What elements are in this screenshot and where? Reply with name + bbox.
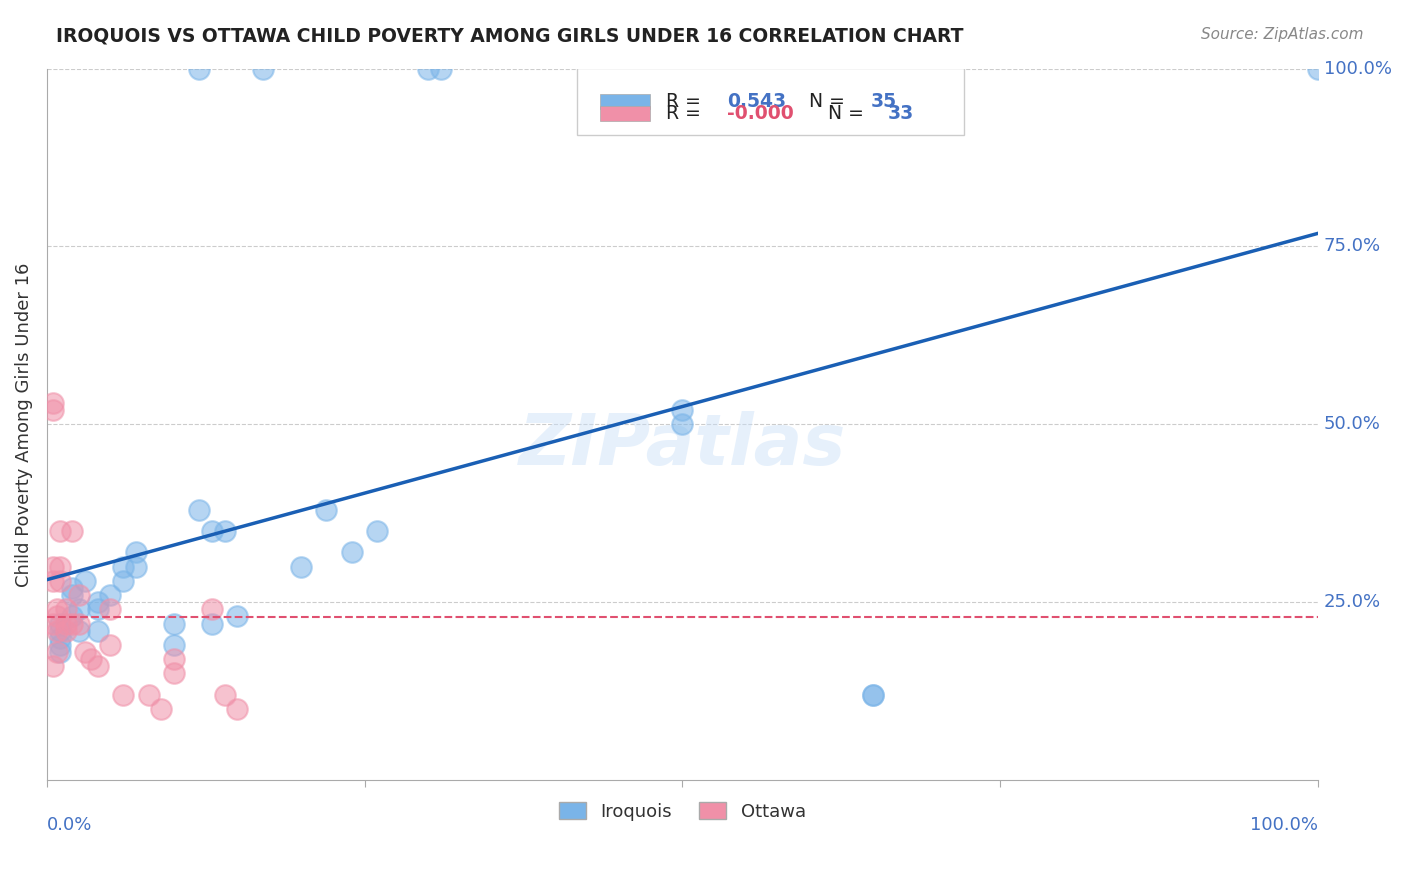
Point bbox=[42, 403, 65, 417]
Point bbox=[60, 524, 83, 538]
Point bbox=[73, 645, 96, 659]
Text: 50.0%: 50.0% bbox=[1324, 416, 1381, 434]
Point bbox=[80, 652, 103, 666]
Point bbox=[290, 559, 312, 574]
Text: 25.0%: 25.0% bbox=[1324, 593, 1381, 611]
Point bbox=[214, 524, 236, 538]
Point bbox=[48, 645, 70, 659]
Point bbox=[46, 645, 69, 659]
Point bbox=[226, 702, 249, 716]
Point bbox=[201, 602, 224, 616]
Point bbox=[48, 574, 70, 588]
Text: ZIPatlas: ZIPatlas bbox=[519, 411, 846, 480]
Point bbox=[42, 574, 65, 588]
Point bbox=[73, 574, 96, 588]
Point bbox=[201, 616, 224, 631]
Point bbox=[67, 588, 90, 602]
Point bbox=[42, 616, 65, 631]
Point bbox=[67, 602, 90, 616]
Legend: Iroquois, Ottawa: Iroquois, Ottawa bbox=[551, 796, 813, 828]
FancyBboxPatch shape bbox=[576, 68, 965, 136]
Point bbox=[86, 602, 108, 616]
Point bbox=[112, 688, 135, 702]
Point bbox=[42, 659, 65, 673]
Point bbox=[42, 559, 65, 574]
Point bbox=[42, 396, 65, 410]
Point bbox=[125, 545, 148, 559]
Point bbox=[366, 524, 388, 538]
Point bbox=[252, 62, 274, 76]
Point bbox=[671, 403, 693, 417]
Point bbox=[48, 524, 70, 538]
Point bbox=[60, 588, 83, 602]
Point bbox=[862, 688, 884, 702]
Point bbox=[163, 666, 186, 681]
Point bbox=[340, 545, 363, 559]
Point bbox=[48, 559, 70, 574]
Point bbox=[315, 502, 337, 516]
Point bbox=[48, 624, 70, 638]
Point bbox=[60, 616, 83, 631]
Point bbox=[55, 602, 77, 616]
Y-axis label: Child Poverty Among Girls Under 16: Child Poverty Among Girls Under 16 bbox=[15, 262, 32, 587]
Point bbox=[430, 62, 453, 76]
Point bbox=[46, 602, 69, 616]
Point bbox=[125, 559, 148, 574]
Point bbox=[67, 616, 90, 631]
Point bbox=[86, 595, 108, 609]
Text: N =: N = bbox=[815, 104, 869, 123]
Point bbox=[86, 624, 108, 638]
Bar bbox=[599, 105, 651, 121]
Text: -0.000: -0.000 bbox=[727, 104, 793, 123]
Point bbox=[1306, 62, 1329, 76]
Point bbox=[67, 624, 90, 638]
Point bbox=[862, 688, 884, 702]
Point bbox=[163, 652, 186, 666]
Text: 100.0%: 100.0% bbox=[1250, 815, 1317, 834]
Point bbox=[55, 616, 77, 631]
Point bbox=[48, 616, 70, 631]
Text: R =: R = bbox=[665, 104, 707, 123]
Bar bbox=[599, 94, 651, 109]
Text: R =: R = bbox=[665, 92, 707, 111]
Point bbox=[46, 624, 69, 638]
Point bbox=[226, 609, 249, 624]
Point bbox=[150, 702, 173, 716]
Text: 100.0%: 100.0% bbox=[1324, 60, 1392, 78]
Point bbox=[214, 688, 236, 702]
Point bbox=[100, 602, 122, 616]
Point bbox=[100, 638, 122, 652]
Point bbox=[55, 624, 77, 638]
Point bbox=[112, 574, 135, 588]
Text: N =: N = bbox=[797, 92, 851, 111]
Point bbox=[86, 659, 108, 673]
Text: Source: ZipAtlas.com: Source: ZipAtlas.com bbox=[1201, 27, 1364, 42]
Point bbox=[60, 581, 83, 595]
Point bbox=[188, 502, 211, 516]
Point bbox=[100, 588, 122, 602]
Text: IROQUOIS VS OTTAWA CHILD POVERTY AMONG GIRLS UNDER 16 CORRELATION CHART: IROQUOIS VS OTTAWA CHILD POVERTY AMONG G… bbox=[56, 27, 963, 45]
Text: 35: 35 bbox=[870, 92, 897, 111]
Point bbox=[416, 62, 439, 76]
Point bbox=[671, 417, 693, 432]
Text: 0.543: 0.543 bbox=[727, 92, 786, 111]
Point bbox=[201, 524, 224, 538]
Point bbox=[112, 559, 135, 574]
Text: 33: 33 bbox=[889, 104, 914, 123]
Point bbox=[60, 609, 83, 624]
Text: 75.0%: 75.0% bbox=[1324, 237, 1381, 255]
Point bbox=[138, 688, 160, 702]
Point bbox=[46, 609, 69, 624]
Point bbox=[48, 631, 70, 645]
Point bbox=[188, 62, 211, 76]
Point bbox=[48, 638, 70, 652]
Text: 0.0%: 0.0% bbox=[46, 815, 93, 834]
Point bbox=[163, 616, 186, 631]
Point bbox=[163, 638, 186, 652]
